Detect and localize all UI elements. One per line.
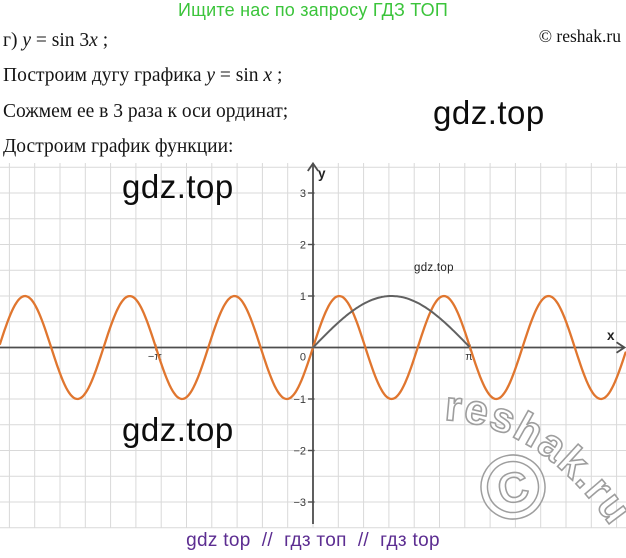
promo-banner: Ищите нас по запросу ГДЗ ТОП	[178, 0, 448, 20]
copyright-stamp-outer-ring	[480, 454, 546, 520]
watermark-gdztop-small: gdz.top	[414, 262, 454, 274]
x-axis-label: x	[607, 328, 615, 343]
text-segment: y	[22, 30, 32, 51]
copyright-note: © reshak.ru	[538, 26, 621, 46]
text-segment: y	[206, 65, 216, 87]
solution-line-2: Построим дугу графика y = sin x ;	[3, 58, 288, 93]
origin-label: 0	[300, 352, 306, 364]
text-segment: x	[89, 30, 98, 51]
watermark-gdztop-top-left: gdz.top	[122, 168, 234, 205]
y-axis-label: y	[318, 166, 326, 181]
watermark-gdztop-bottom-left: gdz.top	[122, 411, 234, 448]
text-segment: ;	[97, 30, 109, 51]
solution-line-1: г) y = sin 3x ;	[3, 23, 288, 58]
watermark-gdztop-top-right: gdz.top	[433, 94, 545, 131]
text-segment: = sin 3	[31, 30, 90, 51]
solution-line-4: Достроим график функции:	[3, 129, 288, 164]
y-tick-label: 2	[300, 239, 306, 251]
text-segment: x	[263, 65, 273, 87]
y-tick-label: 3	[300, 188, 306, 200]
text-segment: г)	[3, 30, 23, 51]
solution-line-3: Сожмем ее в 3 раза к оси ординат;	[3, 94, 288, 129]
curve-sinx	[312, 295, 470, 349]
text-segment: Достроим график функции:	[3, 135, 234, 157]
text-segment: ;	[272, 65, 283, 87]
solution-text: г) y = sin 3x ; Построим дугу графика y …	[3, 23, 288, 164]
text-segment: Построим дугу графика	[3, 65, 207, 87]
y-tick-label: 1	[300, 291, 306, 303]
footer-watermark-line: gdz top // гдз топ // гдз top	[186, 530, 440, 551]
text-segment: = sin	[215, 65, 264, 87]
y-tick-label: −2	[293, 445, 306, 457]
x-tick-label: π	[465, 351, 473, 363]
y-tick-label: −1	[293, 394, 306, 406]
text-segment: Сожмем ее в 3 раза к оси ординат;	[3, 100, 289, 122]
y-tick-label: −3	[293, 497, 306, 509]
x-axis-arrow	[616, 341, 626, 354]
y-axis-arrow	[307, 161, 319, 172]
copyright-stamp-inner-ring	[486, 460, 540, 514]
